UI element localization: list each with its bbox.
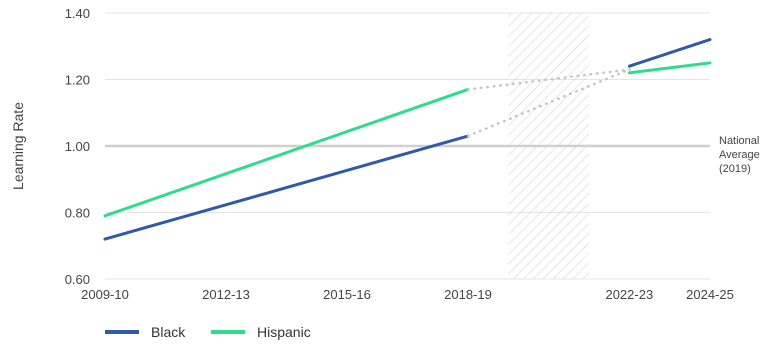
series-black-solid-segment xyxy=(627,38,712,68)
y-axis-label: Learning Rate xyxy=(10,102,26,190)
y-tick-label: 1.40 xyxy=(65,6,90,21)
series-hispanic-solid-segment xyxy=(627,61,712,75)
y-tick-label: 1.20 xyxy=(65,73,90,88)
series-black-solid-segment xyxy=(103,134,470,241)
legend-label-hispanic: Hispanic xyxy=(257,324,311,340)
x-tick-labels: 2009-10 2012-13 2015-16 2018-19 2022-23 2024-… xyxy=(81,287,734,302)
y-tick-labels: 0.60 0.80 1.00 1.20 1.40 xyxy=(65,6,90,287)
x-tick-label: 2018-19 xyxy=(444,287,492,302)
reference-line-label: National Average (2019) xyxy=(719,135,760,175)
legend-label-black: Black xyxy=(151,324,186,340)
y-tick-label: 0.60 xyxy=(65,272,90,287)
x-tick-label: 2024-25 xyxy=(686,287,734,302)
y-tick-label: 1.00 xyxy=(65,139,90,154)
series-hispanic-dotted-segment xyxy=(466,68,631,91)
reference-label-line: Average xyxy=(719,149,760,161)
x-tick-label: 2012-13 xyxy=(202,287,250,302)
reference-label-line: National xyxy=(719,135,759,147)
series-lines xyxy=(103,38,712,241)
reference-label-line: (2019) xyxy=(719,163,751,175)
x-tick-label: 2009-10 xyxy=(81,287,129,302)
x-tick-label: 2015-16 xyxy=(323,287,371,302)
series-hispanic-solid-segment xyxy=(103,87,470,218)
y-tick-label: 0.80 xyxy=(65,206,90,221)
x-tick-label: 2022-23 xyxy=(605,287,653,302)
legend: Black Hispanic xyxy=(105,324,311,340)
